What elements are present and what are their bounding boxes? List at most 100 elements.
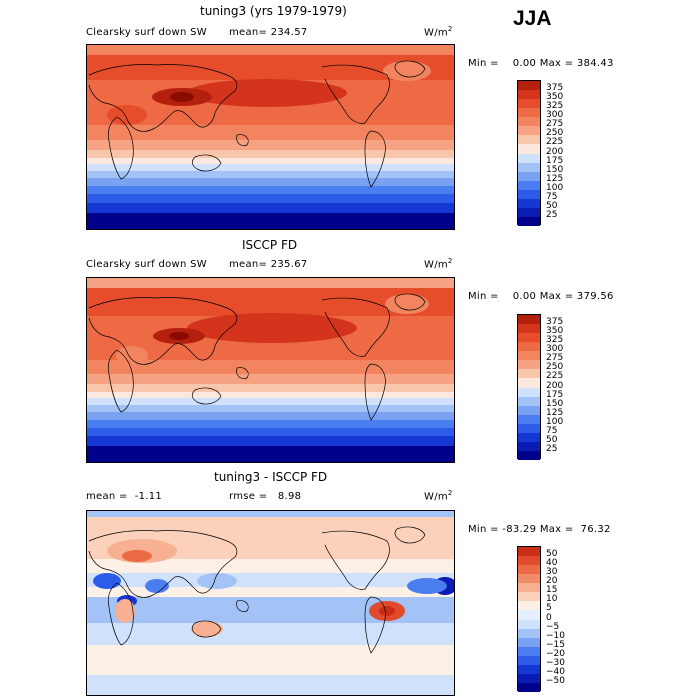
panel3-band-t3 — [87, 623, 454, 645]
panel1-map-svg — [87, 45, 454, 229]
panel3-colorbar-swatch — [518, 601, 540, 611]
panel3-units: W/m2 — [424, 489, 453, 503]
panel2-colorbar-tick: 225 — [546, 371, 564, 382]
panel2-colorbar-swatch — [518, 423, 540, 433]
panel1-band-s7 — [87, 213, 454, 229]
panel2-colorbar-swatch — [518, 378, 540, 388]
panel2-blob-npac — [187, 313, 357, 343]
panel1-colorbar-swatch — [518, 189, 540, 199]
panel2-colorbar-swatch — [518, 387, 540, 397]
panel1-colorbar-swatch — [518, 135, 540, 145]
panel3-map — [86, 510, 455, 696]
panel2-units: W/m2 — [424, 257, 453, 271]
panel2-colorbar-swatch — [518, 396, 540, 406]
panel1-colorbar-tick: 75 — [546, 191, 558, 202]
panel2-band-e1 — [87, 360, 454, 374]
panel3-colorbar-swatch — [518, 628, 540, 638]
panel2-colorbar-tick: 325 — [546, 335, 564, 346]
panel1-colorbar-swatch — [518, 153, 540, 163]
panel3-colorbar-tick: 40 — [546, 558, 558, 569]
panel3-blob-australia — [191, 621, 223, 637]
panel2-colorbar-tick: 125 — [546, 407, 564, 418]
panel3-rmse: rmse = 8.98 — [229, 491, 302, 502]
panel2-band-e4 — [87, 392, 454, 398]
panel3-colorbar-tick: 0 — [546, 612, 552, 623]
panel1-colorbar-swatch — [518, 207, 540, 217]
panel1-colorbar-swatch — [518, 99, 540, 109]
panel2-colorbar-swatch — [518, 441, 540, 451]
panel3-colorbar-tick: 50 — [546, 549, 558, 560]
panel2-band-s6 — [87, 436, 454, 446]
panel2-colorbar-swatch — [518, 324, 540, 334]
panel2-variable: Clearsky surf down SW — [86, 259, 207, 270]
panel3-colorbar-swatch — [518, 655, 540, 665]
panel3-blob-indian — [145, 579, 169, 593]
panel1-units: W/m2 — [424, 25, 453, 39]
panel3-colorbar-tick: −10 — [546, 630, 565, 641]
panel1-colorbar-tick: 200 — [546, 146, 564, 157]
panel1-colorbar-swatch — [518, 126, 540, 136]
panel1-colorbar-tick: 175 — [546, 155, 564, 166]
panel1-colorbar-tick: 250 — [546, 128, 564, 139]
panel2-minmax: Min = 0.00 Max = 379.56 — [468, 291, 614, 302]
panel3-colorbar-swatch — [518, 556, 540, 566]
panel2-band-s4 — [87, 420, 454, 428]
panel2-colorbar-swatch — [518, 450, 540, 460]
panel3-band-s1 — [87, 645, 454, 675]
panel3-colorbar-swatch — [518, 547, 540, 557]
panel3-band-n1 — [87, 511, 454, 517]
panel1-band-s4 — [87, 186, 454, 194]
panel2-band-s1 — [87, 398, 454, 405]
panel3-colorbar-tick: 15 — [546, 585, 558, 596]
panel2-colorbar-tick: 175 — [546, 389, 564, 400]
panel1-band-s2 — [87, 171, 454, 178]
panel2-colorbar-tick: 50 — [546, 434, 558, 445]
panel2-colorbar-tick: 75 — [546, 425, 558, 436]
panel2-map-svg — [87, 278, 454, 462]
panel2-colorbar-swatch — [518, 315, 540, 325]
panel1-band-s3 — [87, 178, 454, 186]
panel1-band-s5 — [87, 194, 454, 203]
panel2-colorbar-tick: 25 — [546, 443, 558, 454]
panel3-colorbar-tick: 20 — [546, 576, 558, 587]
panel3-blob-maritime — [197, 573, 237, 589]
panel2-band-s5 — [87, 428, 454, 436]
panel1-colorbar-tick: 375 — [546, 83, 564, 94]
panel1-minmax: Min = 0.00 Max = 384.43 — [468, 58, 614, 69]
panel3-blob-samerica-core — [379, 606, 395, 616]
panel1-colorbar-tick: 325 — [546, 101, 564, 112]
panel3-colorbar-tick: 30 — [546, 567, 558, 578]
panel3-title: tuning3 - ISCCP FD — [214, 470, 328, 484]
panel3-colorbar-tick: −30 — [546, 657, 565, 668]
panel1-colorbar-swatch — [518, 180, 540, 190]
panel2-colorbar-tick: 100 — [546, 416, 564, 427]
panel2-mean: mean= 235.67 — [229, 259, 308, 270]
panel3-blob-npac — [227, 543, 307, 559]
panel2-colorbar-tick: 375 — [546, 317, 564, 328]
panel3-coastlines — [88, 526, 426, 654]
panel1-colorbar-swatch — [518, 144, 540, 154]
panel3-colorbar-swatch — [518, 592, 540, 602]
panel2-band-s7 — [87, 446, 454, 462]
panel3-minmax: Min = -83.29 Max = 76.32 — [468, 524, 611, 535]
panel2-colorbar-swatch — [518, 432, 540, 442]
panel1-colorbar-ticks: 375 350 325 300 275 250 225 200 175 150 125 100 75 50… — [546, 80, 586, 225]
panel1-colorbar-tick: 100 — [546, 182, 564, 193]
panel2-band-e3 — [87, 384, 454, 392]
panel2-colorbar-swatch — [518, 360, 540, 370]
panel3-map-svg — [87, 511, 454, 695]
panel1-colorbar-swatch — [518, 81, 540, 91]
panel3-blob-westafrica — [93, 573, 121, 589]
panel3-colorbar-tick: −20 — [546, 648, 565, 659]
panel3-colorbar-tick: −40 — [546, 666, 565, 677]
panel3-colorbar-swatch — [518, 637, 540, 647]
panel3-colorbar-tick: 5 — [546, 603, 552, 614]
panel1-band-north — [87, 45, 454, 55]
panel1-band-e1 — [87, 125, 454, 140]
panel1-blob-africa — [107, 105, 147, 125]
panel3-colorbar-swatch — [518, 619, 540, 629]
panel1-coastlines — [88, 60, 426, 188]
panel1-colorbar — [517, 80, 541, 226]
panel2-colorbar-swatch — [518, 414, 540, 424]
panel2-title: ISCCP FD — [242, 238, 298, 252]
